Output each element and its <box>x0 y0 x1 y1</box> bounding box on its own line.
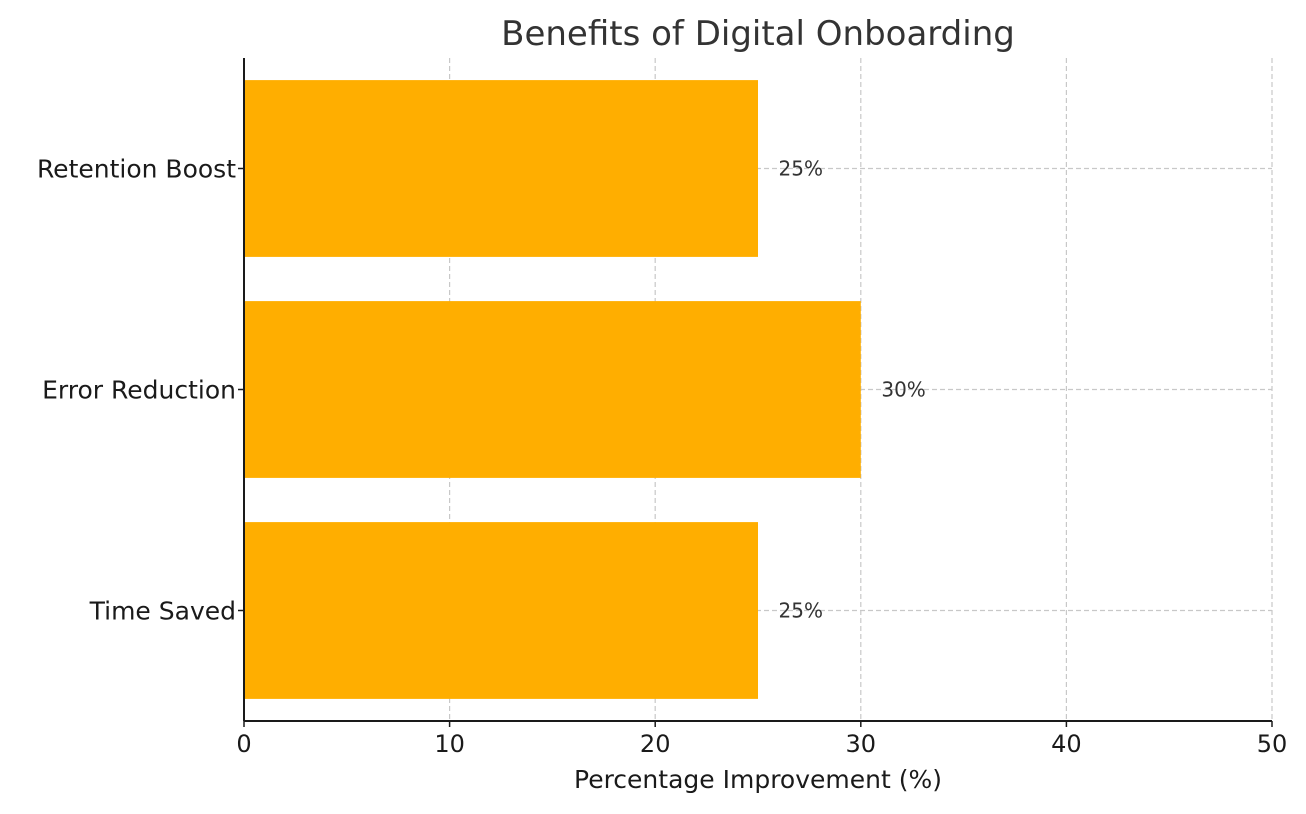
bar-retention-boost <box>244 80 758 257</box>
y-tick-label: Retention Boost <box>37 155 236 184</box>
x-axis-label: Percentage Improvement (%) <box>574 765 942 794</box>
bar-time-saved <box>244 522 758 699</box>
y-tick-label: Error Reduction <box>42 376 236 405</box>
x-tick-label: 50 <box>1257 730 1288 758</box>
bar-error-reduction <box>244 301 861 478</box>
data-labels: 25% 30% 25% <box>779 157 926 623</box>
data-label: 25% <box>779 599 823 623</box>
axes: Time Saved Error Reduction Retention Boost… <box>37 58 1287 758</box>
data-label: 30% <box>881 378 925 402</box>
data-label: 25% <box>779 157 823 181</box>
x-tick-label: 30 <box>846 730 877 758</box>
y-tick-label: Time Saved <box>89 597 236 626</box>
x-tick-label: 40 <box>1051 730 1082 758</box>
x-tick-label: 0 <box>236 730 251 758</box>
x-tick-label: 10 <box>434 730 465 758</box>
bars <box>244 80 861 699</box>
x-tick-label: 20 <box>640 730 671 758</box>
chart-title: Benefits of Digital Onboarding <box>501 14 1015 54</box>
